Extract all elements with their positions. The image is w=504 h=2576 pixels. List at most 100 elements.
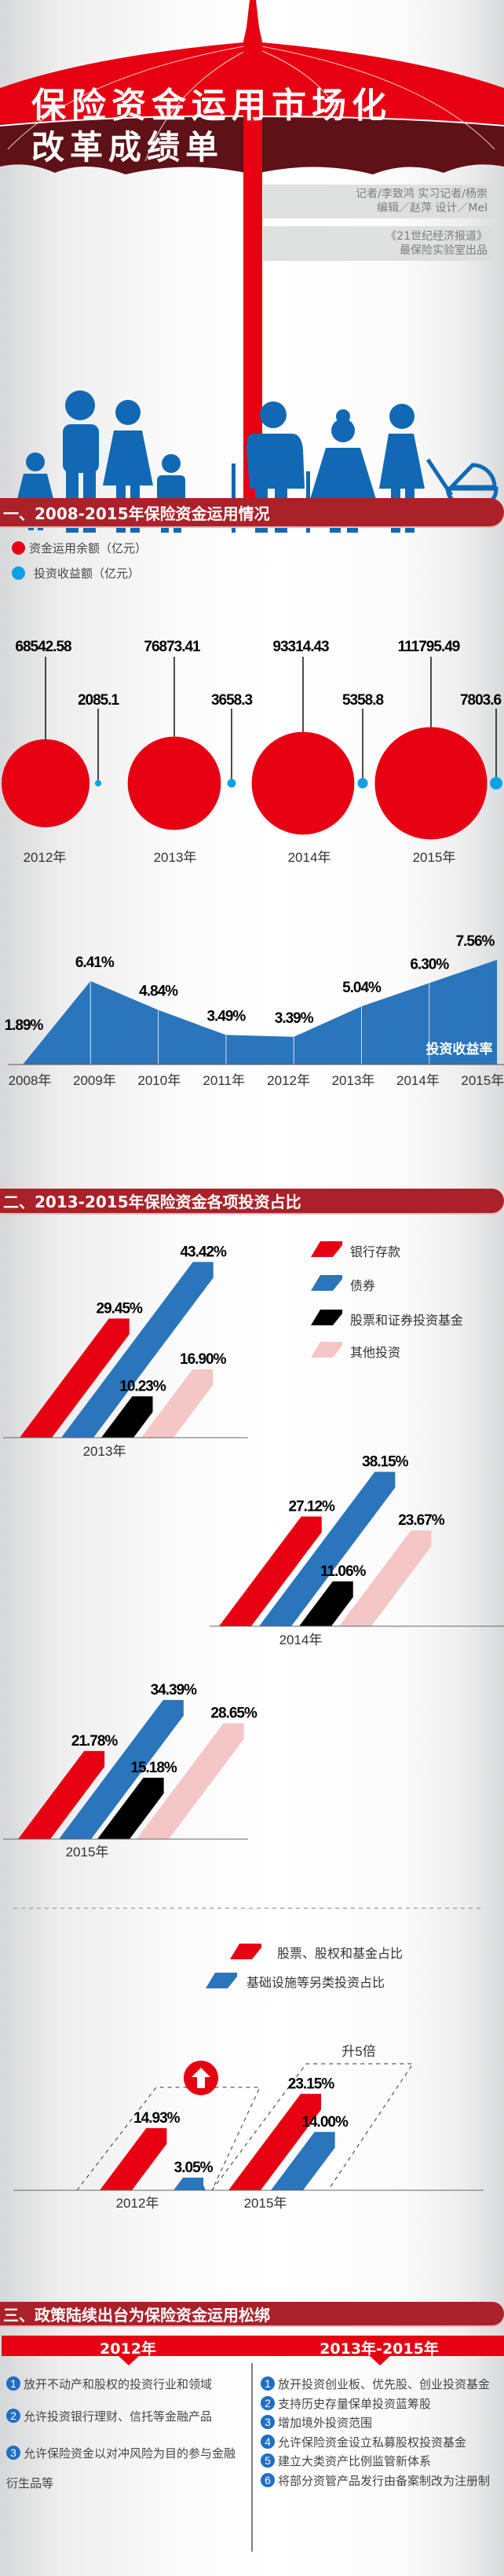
policy-list-2012: 1 放开不动产和股权的投资行业和领域 2 允许投资银行理财、信托等金融产品 3 允许保…: [6, 2375, 242, 2498]
legend-swatch-icon: [311, 1241, 342, 1257]
dashed-frame-2012: [75, 2087, 261, 2191]
policy-item: 2 支持历史存量保单投资蓝筹股: [261, 2395, 490, 2414]
legend-bonds: 债券: [350, 1278, 376, 1293]
number-1-icon: 1: [6, 2376, 20, 2391]
return-year-label: 2013年: [332, 1073, 375, 1088]
share-comparison-label: 14.00%: [301, 2114, 349, 2131]
return-year-label: 2010年: [137, 1073, 181, 1088]
credit-reporters: 记者/李致鸿 实习记者/杨崇: [356, 188, 488, 200]
return-rate-label: 5.04%: [342, 980, 382, 996]
share-comparison-bar: [228, 2094, 322, 2190]
return-year-label: 2011年: [203, 1073, 245, 1088]
investment-share-label: 11.06%: [320, 1563, 366, 1580]
share-comparison-label: 14.93%: [133, 2110, 181, 2127]
number-2-icon: 2: [261, 2395, 275, 2410]
policy-item: 3 允许保险资金以对冲风险为目的参与金融衍生品等: [6, 2446, 236, 2490]
investment-share-label: 27.12%: [289, 1498, 336, 1515]
return-rate-label: 3.39%: [275, 1010, 314, 1027]
investment-share-label: 23.67%: [398, 1512, 445, 1529]
legend-swatch-icon: [311, 1310, 342, 1325]
policy-tab-row: [2, 2336, 504, 2552]
return-year-label: 2009年: [73, 1073, 116, 1088]
investment-income-dot: [490, 777, 502, 790]
investment-income-label: 7803.6: [460, 692, 502, 709]
bubble-year-label: 2013年: [154, 850, 197, 865]
publisher-lab: 最保险实验室出品: [400, 244, 488, 257]
return-rate-label: 6.30%: [410, 956, 449, 973]
legend-red-dot-icon: [12, 541, 25, 555]
publisher-name: 《21世纪经济报道》: [385, 230, 488, 243]
investment-share-label: 43.42%: [180, 1244, 227, 1260]
fund-balance-bubble: [1, 738, 90, 828]
umbrella-tip: [243, 0, 262, 42]
fund-balance-bubble: [251, 731, 355, 835]
up-arrow-glyph-icon: [192, 2068, 210, 2088]
page-title-line2: 改革成绩单: [31, 128, 225, 167]
publisher-band: 《21世纪经济报道》 最保险实验室出品: [263, 226, 499, 261]
legend-investment-income: 投资收益额（亿元）: [34, 566, 141, 581]
investment-share-bar: [18, 1750, 105, 1839]
return-rate-area: [23, 959, 498, 1064]
fund-balance-bubble: [127, 736, 221, 830]
policy-item: 5 建立大类资产比例监管新体系: [261, 2452, 490, 2472]
policy-item: 1 放开投资创业板、优先股、创业投资基金: [261, 2375, 490, 2395]
return-rate-label: 4.84%: [139, 984, 178, 1000]
bubble-year-label: 2012年: [24, 850, 67, 865]
share-comparison-label: 23.15%: [288, 2076, 335, 2092]
fund-balance-label: 93314.43: [272, 639, 329, 655]
bar-year-label: 2014年: [279, 1632, 323, 1647]
policy-list-2013-2015: 1 放开投资创业板、优先股、创业投资基金 2 支持历史存量保单投资蓝筹股 3 增加境外…: [261, 2375, 490, 2490]
bubble-year-label: 2015年: [413, 850, 456, 865]
bubble-year-label: 2014年: [288, 850, 331, 865]
section1-heading: 一、2008-2015年保险资金运用情况: [0, 498, 504, 526]
legend-swatch-icon: [311, 1275, 342, 1291]
share-comparison-bar: [173, 2177, 206, 2190]
policy-item: 4 允许保险资金设立私募股权投资基金: [261, 2433, 490, 2453]
investment-share-bar: [137, 1723, 244, 1839]
investment-share-bar: [20, 1318, 130, 1438]
investment-share-label: 10.23%: [119, 1378, 166, 1394]
credits-band: 记者/李致鸿 实习记者/杨崇 编辑／赵萍 设计／Mel: [263, 185, 499, 218]
investment-income-dot: [357, 778, 368, 789]
policy-item: 1 放开不动产和股权的投资行业和领域: [6, 2375, 242, 2395]
investment-share-label: 15.18%: [130, 1760, 177, 1776]
policy-item: 6 将部分资管产品发行由备案制改为注册制: [261, 2472, 490, 2491]
legend-equity-share: 股票、股权和基金占比: [277, 1946, 404, 1961]
investment-share-bar: [61, 1262, 214, 1438]
legend-blue-dot-icon: [12, 566, 25, 580]
investment-income-dot: [94, 779, 102, 787]
number-5-icon: 5: [261, 2453, 275, 2468]
investment-share-label: 34.39%: [151, 1682, 198, 1698]
return-year-label: 2014年: [396, 1073, 440, 1088]
bar-year-label: 2013年: [83, 1444, 126, 1459]
investment-share-label: 28.65%: [210, 1705, 257, 1721]
return-rate-series-label: 投资收益率: [426, 1041, 493, 1057]
legend-fund-balance: 资金运用余额（亿元）: [29, 541, 148, 555]
legend-bank-deposit: 银行存款: [350, 1244, 401, 1259]
policy-tab-2012: 2012年: [100, 2340, 156, 2358]
number-6-icon: 6: [261, 2472, 275, 2487]
investment-share-label: 21.78%: [71, 1733, 119, 1750]
legend-other-investment: 其他投资: [350, 1345, 401, 1360]
share-comparison-bar: [100, 2127, 167, 2190]
investment-share-bar: [299, 1581, 353, 1626]
return-rate-label: 1.89%: [5, 1017, 44, 1034]
legend-stocks-funds: 股票和证券投资基金: [350, 1313, 464, 1328]
investment-share-bar: [259, 1471, 396, 1626]
comparison-year-label: 2015年: [244, 2196, 287, 2211]
policy-item: 3 增加境外投资范围: [261, 2413, 490, 2433]
investment-share-bar: [97, 1777, 164, 1839]
investment-share-bar: [219, 1516, 322, 1626]
fund-balance-label: 68542.58: [15, 639, 71, 655]
investment-income-label: 5358.8: [342, 692, 384, 709]
investment-share-bar: [141, 1369, 214, 1438]
section3-heading: 三、政策陆续出台为保险资金运用松绑: [0, 2302, 504, 2325]
credit-editor-designer: 编辑／赵萍 设计／Mel: [376, 202, 488, 214]
legend-swatch-icon: [206, 1973, 237, 1988]
fund-balance-label: 76873.41: [144, 639, 201, 655]
investment-share-label: 38.15%: [362, 1454, 409, 1471]
legend-swatch-icon: [230, 1944, 261, 1959]
investment-share-bar: [101, 1396, 153, 1438]
comparison-year-label: 2012年: [116, 2196, 159, 2211]
